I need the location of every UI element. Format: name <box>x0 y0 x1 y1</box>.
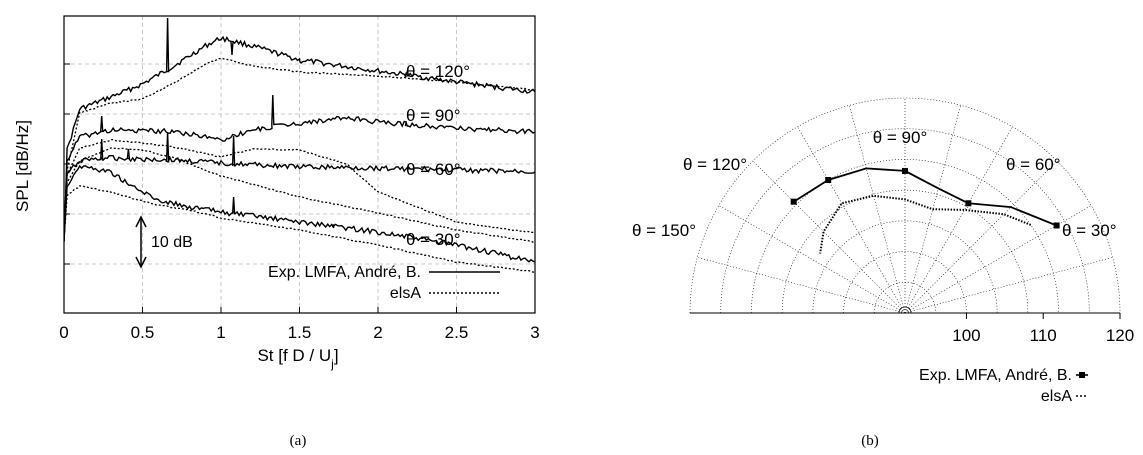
spectra-legend: Exp. LMFA, André, B. elsA <box>268 264 500 302</box>
polar-angle-label: θ = 120° <box>683 155 747 174</box>
polar-grid-arc <box>689 97 1121 314</box>
polar-radial-tick-label: 110 <box>1030 326 1057 345</box>
polar-legend: Exp. LMFA, André, B. elsA <box>919 367 1088 405</box>
polar-radial-ticks: 100110120dB <box>952 313 1134 345</box>
polar-legend-exp-marker <box>1079 372 1085 378</box>
polar-exp-marker <box>902 167 908 174</box>
polar-grid-arc <box>781 189 1029 314</box>
polar-angle-label: θ = 90° <box>873 128 928 147</box>
polar-grid-spoke <box>904 257 1113 314</box>
polar-grid-spoke <box>697 257 906 314</box>
scale-bar-arrow-down <box>135 256 147 269</box>
spectra-x-tick-label: 2 <box>373 323 382 342</box>
spectrum-exp-30 <box>64 164 535 263</box>
polar-angle-label: θ = 30° <box>1062 221 1117 240</box>
polar-grid <box>689 97 1121 314</box>
spectra-x-tick-label: 0.5 <box>131 323 155 342</box>
legend-exp-label: Exp. LMFA, André, B. <box>268 264 421 281</box>
polar-radial-tick-label: 120 <box>1106 326 1134 345</box>
spectra-grid <box>64 16 535 313</box>
polar-grid-arc <box>843 251 967 314</box>
polar-legend-elsa-label: elsA <box>1041 388 1072 405</box>
spectra-curves <box>64 17 535 273</box>
panel-a-caption: (a) <box>290 433 307 449</box>
polar-grid-arc <box>751 159 1059 314</box>
polar-elsa-line <box>819 194 1032 254</box>
polar-exp-marker <box>1053 222 1060 229</box>
panel-b-caption: (b) <box>861 433 879 449</box>
polar-grid-spoke <box>718 205 906 314</box>
spectrum-elsa-30 <box>64 185 535 273</box>
spectra-panel: 0 0.5 1 1.5 2 2.5 3 SPL [dB/Hz] St [f D / Uj] … <box>13 15 540 449</box>
spectra-y-axis-label: SPL [dB/Hz] <box>13 120 32 212</box>
spectrum-group-90 <box>64 94 535 240</box>
spectrum-group-60 <box>64 131 535 243</box>
spectra-x-tick-label: 0 <box>59 323 68 342</box>
polar-grid-arc <box>812 220 998 314</box>
spectra-scale-bar: 10 dB <box>135 215 193 269</box>
spectra-x-tick-label: 2.5 <box>445 323 469 342</box>
spectra-angle-labels: θ = 120° θ = 90° θ = 60° θ = 30° <box>406 62 470 249</box>
polar-origin-marker <box>898 306 912 314</box>
spectrum-elsa-90 <box>64 138 535 240</box>
spectra-x-tick-label: 1 <box>216 323 225 342</box>
spectra-x-ticks: 0 0.5 1 1.5 2 2.5 3 <box>59 63 540 342</box>
spectrum-group-30 <box>64 164 535 273</box>
polar-exp-marker <box>965 200 972 207</box>
spectra-x-axis-label: St [f D / Uj] <box>257 346 338 371</box>
spectrum-exp-90 <box>64 94 535 239</box>
polar-radial-tick-label: 100 <box>952 326 980 345</box>
spectrum-exp-120 <box>64 17 535 242</box>
polar-exp-marker <box>790 198 797 205</box>
spectrum-exp-60 <box>64 131 535 240</box>
polar-curves <box>790 167 1060 254</box>
polar-angle-label: θ = 150° <box>632 221 696 240</box>
polar-legend-exp-label: Exp. LMFA, André, B. <box>919 367 1072 384</box>
polar-grid-spoke <box>797 126 906 314</box>
polar-grid-arc <box>720 128 1090 314</box>
polar-angle-label: θ = 60° <box>1006 155 1061 174</box>
spectra-x-tick-label: 1.5 <box>288 323 312 342</box>
spectra-angle-label: θ = 60° <box>406 160 461 179</box>
polar-grid-spoke <box>752 160 906 314</box>
spectra-angle-label: θ = 120° <box>406 62 470 81</box>
directivity-panel: θ = 150° θ = 120° θ = 90° θ = 60° θ = 30° 10… <box>632 97 1134 449</box>
polar-grid-spoke <box>904 126 1013 314</box>
polar-angle-labels: θ = 150° θ = 120° θ = 90° θ = 60° θ = 30° <box>632 128 1117 240</box>
spectrum-elsa-120 <box>64 57 535 241</box>
scale-bar-label: 10 dB <box>151 234 193 251</box>
spectrum-group-120 <box>64 17 535 242</box>
spectra-angle-label: θ = 90° <box>406 106 461 125</box>
spectra-angle-label: θ = 30° <box>406 230 461 249</box>
spectrum-elsa-60 <box>64 147 535 243</box>
spectra-x-tick-label: 3 <box>530 323 539 342</box>
legend-elsa-label: elsA <box>390 285 421 302</box>
scale-bar-arrow-up <box>135 215 147 228</box>
polar-exp-marker <box>825 177 832 184</box>
polar-exp-line <box>793 167 1057 227</box>
